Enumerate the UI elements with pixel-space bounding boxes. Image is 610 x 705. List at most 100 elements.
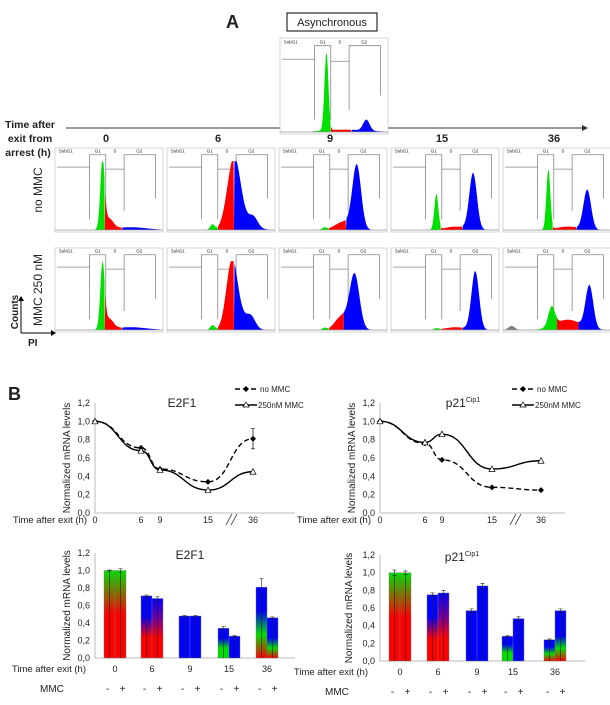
y-axis-label: Normalized mRNA levels bbox=[347, 403, 358, 514]
g2-population bbox=[233, 263, 272, 330]
chart-title: E2F1 bbox=[176, 548, 205, 562]
series-no-mmc-line bbox=[379, 420, 542, 491]
g2-population bbox=[462, 271, 496, 330]
error-bar bbox=[430, 592, 435, 661]
data-point-triangle bbox=[204, 486, 212, 493]
mmc-row-label: MMC bbox=[40, 684, 64, 695]
g2-population bbox=[576, 189, 608, 230]
s-population bbox=[328, 219, 346, 230]
mmc-sign: + bbox=[405, 687, 411, 698]
x-tick-label: 6 bbox=[422, 515, 427, 525]
error-bar bbox=[221, 626, 226, 658]
x-tick-label: 6 bbox=[138, 515, 143, 525]
error-bar bbox=[107, 569, 112, 658]
data-point-triangle bbox=[376, 417, 384, 425]
flow-histogram: SubG1 G1 S G2 bbox=[390, 147, 500, 233]
error-bar bbox=[441, 590, 446, 661]
mmc-sign: - bbox=[391, 687, 394, 698]
gate-label: SubG1 bbox=[59, 149, 74, 154]
x-axis-label: Time after exit (h) bbox=[297, 515, 371, 526]
error-bar bbox=[480, 582, 485, 661]
gate-marker bbox=[313, 254, 331, 320]
gate-label: S bbox=[561, 149, 564, 154]
s-population bbox=[440, 226, 463, 230]
gate-marker bbox=[314, 45, 332, 120]
gate-marker bbox=[537, 254, 555, 320]
y-tick-label: 0,0 bbox=[362, 508, 375, 518]
g1-population bbox=[87, 161, 105, 230]
mmc-sign: - bbox=[429, 687, 432, 698]
x-tick-label: 9 bbox=[439, 515, 444, 525]
time-arrow-head bbox=[582, 125, 588, 131]
gate-marker bbox=[89, 254, 107, 320]
gate-marker bbox=[348, 45, 381, 110]
chart-title-main: p21 bbox=[446, 396, 466, 410]
mmc-sign: - bbox=[546, 687, 549, 698]
asynchronous-box bbox=[286, 12, 378, 32]
error-bar bbox=[155, 596, 160, 658]
x-axis-label: Time after exit (h) bbox=[13, 515, 87, 526]
g1-population bbox=[423, 328, 441, 330]
g1-population bbox=[311, 327, 329, 330]
g1-population bbox=[311, 227, 329, 230]
gate-label: SubG1 bbox=[59, 249, 74, 254]
gate-label: G2 bbox=[248, 149, 255, 154]
chart-title: p21Cip1 bbox=[445, 550, 480, 564]
y-tick-label: 0,2 bbox=[362, 490, 375, 500]
mmc-sign: - bbox=[504, 687, 507, 698]
s-population bbox=[104, 295, 122, 330]
time-axis-label-2: exit from bbox=[8, 133, 52, 145]
g2-population bbox=[345, 164, 384, 230]
gate-label: G1 bbox=[431, 149, 438, 154]
y-tick-label: 0,0 bbox=[77, 508, 90, 518]
data-point-triangle bbox=[488, 465, 496, 472]
pi-label: PI bbox=[28, 338, 38, 349]
gate-label: G1 bbox=[319, 249, 326, 254]
legend: no MMC 250nM MMC bbox=[235, 385, 304, 410]
gate-label: G1 bbox=[431, 249, 438, 254]
timepoint-label: 0 bbox=[103, 133, 109, 145]
gate-label: G1 bbox=[207, 249, 214, 254]
error-bar bbox=[193, 615, 198, 658]
gate-label: S bbox=[225, 149, 228, 154]
y-tick-label: 0,4 bbox=[77, 618, 90, 628]
s-population bbox=[440, 327, 463, 330]
gate-label: G2 bbox=[136, 149, 143, 154]
series-mmc-line bbox=[379, 420, 542, 470]
x-tick-label: 15 bbox=[203, 515, 213, 525]
time-axis-label-1: Time after bbox=[5, 119, 55, 131]
error-bar bbox=[232, 635, 237, 658]
y-tick-label: 0,0 bbox=[77, 653, 90, 663]
gate-label: G1 bbox=[207, 149, 214, 154]
line-chart: 0,0 0,2 0,4 0,6 0,8 1,0 1,2 Normalized mRNA lev… bbox=[297, 385, 581, 526]
data-point-triangle bbox=[137, 446, 145, 454]
line-chart: 0,0 0,2 0,4 0,6 0,8 1,0 1,2 Normalized mRNA lev… bbox=[13, 385, 304, 526]
legend-label: no MMC bbox=[260, 385, 290, 394]
y-tick-label: 0,4 bbox=[77, 471, 90, 481]
gate-marker bbox=[123, 254, 156, 311]
axis-break-mark bbox=[225, 513, 238, 526]
g1-population bbox=[423, 194, 441, 230]
x-tick-label: 36 bbox=[536, 515, 546, 525]
mmc-sign: + bbox=[272, 684, 278, 695]
chart-title-main: p21 bbox=[445, 550, 465, 564]
gate-label: G2 bbox=[360, 249, 367, 254]
panel-a-label: A bbox=[226, 12, 239, 32]
histogram-frame bbox=[502, 147, 610, 233]
gate-label: G2 bbox=[584, 149, 591, 154]
gate-label: SubG1 bbox=[171, 249, 186, 254]
y-tick-label: 1,0 bbox=[77, 566, 90, 576]
y-axis-label: Normalized mRNA levels bbox=[62, 403, 73, 514]
counts-label: Counts bbox=[10, 294, 21, 329]
g1-population bbox=[199, 224, 218, 230]
mmc-sign: - bbox=[468, 687, 471, 698]
gate-label: S bbox=[337, 249, 340, 254]
g2-population bbox=[121, 327, 160, 330]
x-tick-label: 0 bbox=[377, 515, 382, 525]
s-population bbox=[552, 226, 577, 230]
gate-marker bbox=[459, 154, 492, 211]
y-tick-label: 1,2 bbox=[77, 548, 90, 558]
s-population bbox=[557, 317, 579, 330]
y-tick-label: 0,6 bbox=[362, 453, 375, 463]
